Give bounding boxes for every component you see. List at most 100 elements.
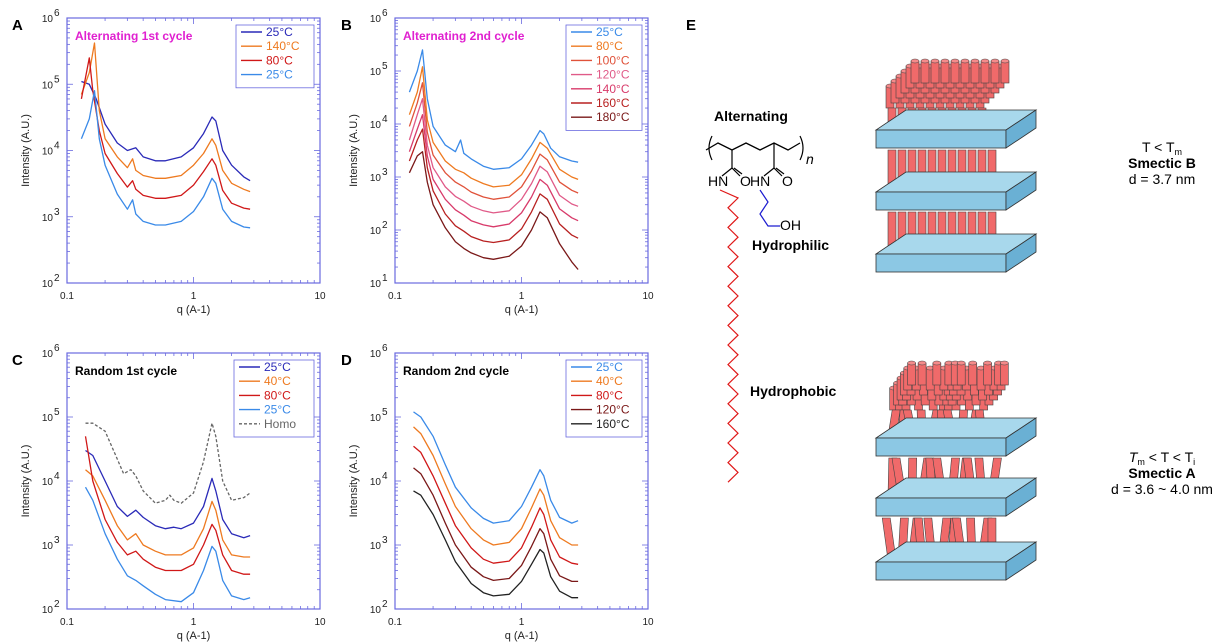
rod-cap	[932, 360, 942, 366]
condition-text: < T < T	[1145, 449, 1194, 465]
mesogen-rod	[1000, 60, 1010, 84]
mesogen-rod	[990, 60, 1000, 84]
rod-cap	[1000, 360, 1009, 366]
legend-label: 80°C	[266, 53, 293, 67]
slab-front	[875, 561, 1007, 581]
smectic-b-spacing: d = 3.7 nm	[1129, 171, 1196, 187]
panel-letter: A	[12, 17, 23, 34]
legend-box	[235, 24, 315, 89]
series-line-2	[408, 66, 579, 188]
x-axis-title: q (A-1)	[177, 304, 211, 316]
x-tick-label: 10	[642, 617, 654, 628]
rod-cap	[956, 360, 966, 366]
legend-label: 120°C	[596, 403, 630, 417]
rod-cap	[950, 58, 960, 64]
mesogen-rod	[910, 60, 920, 84]
layer-slab	[874, 541, 1038, 581]
x-tick-label: 1	[519, 617, 525, 628]
legend-box	[233, 359, 315, 438]
y-tick-label: 10	[370, 279, 382, 290]
legend-label: 25°C	[596, 25, 623, 39]
panel-title: Random 1st cycle	[75, 364, 177, 378]
y-tick-label: 10	[42, 477, 54, 488]
legend-label: 160°C	[596, 96, 630, 110]
rod-cap	[930, 58, 940, 64]
x-axis-title: q (A-1)	[505, 630, 539, 642]
rod-cap	[920, 58, 930, 64]
smectic-b-stack	[874, 58, 1038, 273]
rod-cap	[980, 58, 990, 64]
smectic-a-spacing: d = 3.6 ~ 4.0 nm	[1111, 481, 1213, 497]
o-label: O	[740, 173, 751, 189]
y-tick-exponent: 6	[54, 343, 60, 354]
panel-letter: E	[686, 17, 696, 34]
smectic-b-condition: T < Tm	[1142, 139, 1182, 157]
y-tick-exponent: 2	[382, 599, 388, 610]
series-line-3	[84, 436, 251, 575]
legend-label: 100°C	[596, 53, 630, 67]
rod-cap	[910, 58, 920, 64]
mesogen-rod	[956, 362, 966, 386]
slab-front	[875, 253, 1007, 273]
series-line-1	[85, 449, 251, 539]
y-tick-exponent: 5	[382, 61, 388, 72]
x-axis-title: q (A-1)	[505, 304, 539, 316]
hydrophilic-label: Hydrophilic	[752, 237, 829, 253]
slab-side	[1005, 477, 1037, 517]
rod-tops	[885, 58, 1010, 109]
mesogen-rod	[980, 60, 990, 84]
mesogen-rod	[932, 362, 942, 386]
y-tick-exponent: 3	[382, 167, 388, 178]
x-tick-label: 1	[191, 617, 197, 628]
series-line-1	[413, 411, 579, 524]
hydroxyethyl-chain	[759, 189, 780, 227]
panel-letter: B	[341, 17, 352, 34]
slab-side	[1005, 541, 1037, 581]
slab-front	[875, 437, 1007, 457]
y-tick-label: 10	[42, 349, 54, 360]
condition-text: T	[1129, 449, 1139, 465]
slab-side	[1005, 417, 1037, 457]
x-tick-label: 0.1	[388, 291, 402, 302]
rod-cap	[970, 58, 980, 64]
layer-slab	[874, 109, 1038, 149]
legend-box	[565, 24, 643, 131]
layer-slab	[874, 477, 1038, 517]
layer-slab	[874, 417, 1038, 457]
panel-letter: D	[341, 352, 352, 369]
legend-label: 140°C	[596, 82, 630, 96]
rod-cap	[983, 360, 992, 366]
smectic-a-condition: Tm < T < Ti	[1129, 449, 1195, 467]
legend-label: 40°C	[596, 374, 623, 388]
condition-subscript: i	[1193, 457, 1195, 467]
slab-front	[875, 129, 1007, 149]
mesogen-rod	[1000, 362, 1009, 386]
panel-title: Alternating 1st cycle	[75, 29, 193, 43]
mesogen-rod	[968, 362, 978, 386]
legend-label: 80°C	[596, 39, 623, 53]
side-bond	[733, 167, 743, 175]
rod-cap	[907, 360, 916, 366]
smectic-b-phase: Smectic B	[1128, 155, 1196, 171]
slab-front	[875, 497, 1007, 517]
mesogen-rod	[930, 60, 940, 84]
side-bond	[775, 167, 785, 175]
mesogen-rod	[920, 60, 930, 84]
y-tick-label: 10	[42, 213, 54, 224]
mesogen-rod	[917, 362, 927, 386]
y-tick-exponent: 2	[54, 273, 60, 284]
rod-cap	[917, 360, 927, 366]
layer-slab	[874, 171, 1038, 211]
hn-label: HN	[708, 173, 728, 189]
side-bond	[721, 167, 733, 177]
y-tick-label: 10	[42, 413, 54, 424]
series-line-4	[408, 98, 579, 214]
mesogen-rod	[907, 362, 916, 386]
mesogen-rod	[940, 60, 950, 84]
alkyl-chain	[719, 189, 740, 483]
x-tick-label: 0.1	[388, 617, 402, 628]
series-line-3	[413, 445, 579, 565]
side-bond	[731, 167, 741, 177]
